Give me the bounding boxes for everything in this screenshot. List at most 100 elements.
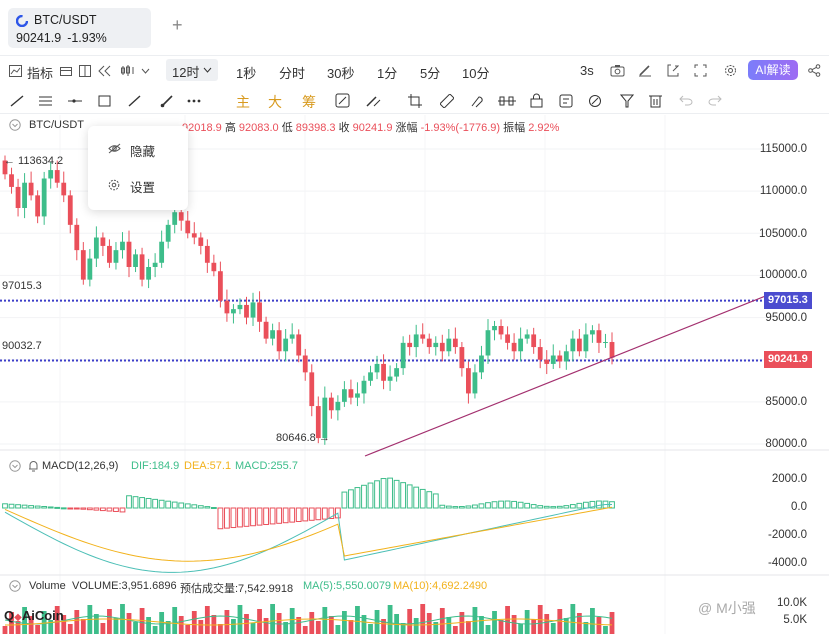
macd-bar [21, 504, 28, 509]
indicator-button[interactable]: 指标 [27, 66, 54, 81]
price-tick: 95000.0 [765, 312, 807, 324]
macd-bar [524, 502, 531, 509]
timeframe-30s[interactable]: 30秒 [327, 66, 355, 81]
candle-body [296, 334, 302, 356]
layout-icon[interactable] [79, 65, 91, 77]
close-label: 收 [338, 122, 350, 134]
candle-body [609, 342, 615, 358]
candle-body [466, 368, 471, 394]
more-icon[interactable] [187, 99, 201, 103]
volume-bar [387, 605, 393, 634]
macd-bar [2, 503, 8, 509]
macd-bar [413, 486, 420, 509]
candle-body [41, 178, 47, 217]
timeframe-selector[interactable]: 12时 [166, 59, 218, 81]
compare-icon[interactable] [335, 93, 350, 108]
link-icon[interactable] [588, 94, 602, 108]
refresh-interval[interactable]: 3s [580, 63, 594, 78]
edit-icon[interactable] [638, 64, 652, 77]
volume-bar [433, 622, 439, 634]
volume-bar [524, 610, 530, 634]
candle-body [107, 245, 112, 263]
rectangle-tool-icon[interactable] [98, 95, 111, 107]
ruler-icon[interactable] [440, 94, 454, 108]
crop-icon[interactable] [408, 94, 422, 108]
lock-icon[interactable] [530, 93, 543, 108]
chevron-down-icon[interactable] [141, 68, 150, 74]
trash-icon[interactable] [649, 93, 662, 108]
timeframe-10m[interactable]: 10分 [462, 66, 490, 81]
volume-bar [550, 623, 556, 634]
fullscreen-icon[interactable] [694, 64, 707, 77]
horizontal-ray-icon[interactable] [68, 95, 82, 107]
candle-body [387, 376, 393, 381]
volume-tick: 5.0K [783, 614, 807, 626]
redo-icon[interactable] [708, 94, 722, 106]
macd-bar [34, 505, 41, 509]
bell-icon[interactable] [28, 460, 39, 472]
volume-ma5: MA(5):5,550.0079 [303, 580, 392, 592]
ai-analysis-button[interactable]: AI解读 [748, 60, 798, 80]
collapse-icon[interactable] [9, 580, 21, 592]
macd-tick: -2000.0 [767, 529, 807, 541]
volume-bar [590, 608, 595, 634]
candle-body [492, 326, 497, 331]
filter-icon[interactable] [620, 94, 634, 108]
candle-body [22, 182, 27, 208]
candle-settings-icon[interactable] [498, 94, 516, 108]
volume-bar [185, 625, 191, 634]
macd-bar [302, 507, 309, 522]
macd-series [2, 477, 615, 573]
timeframe-line[interactable]: 分时 [279, 66, 306, 81]
alert-icon[interactable] [559, 94, 573, 108]
symbol-tab[interactable]: BTC/USDT 90241.9 -1.93% [8, 8, 151, 48]
brush-icon[interactable] [160, 94, 174, 108]
line-tool-icon[interactable] [10, 95, 24, 107]
candle-body [446, 338, 452, 352]
candle-body [472, 372, 478, 394]
gear-icon[interactable] [724, 64, 737, 77]
eraser-icon[interactable] [366, 94, 381, 108]
candle-body [61, 182, 67, 196]
timeframe-1m[interactable]: 1分 [377, 66, 398, 81]
volume-bar [165, 621, 171, 634]
candle-body [211, 262, 217, 272]
high-label: 高 [224, 122, 236, 134]
share-export-icon[interactable] [667, 64, 679, 77]
price-tick: 110000.0 [759, 185, 807, 197]
macd-bar [217, 507, 224, 530]
timeframe-1s[interactable]: 1秒 [236, 66, 257, 81]
candle-body [498, 326, 504, 335]
undo-icon[interactable] [679, 94, 693, 106]
indicator-icon[interactable] [9, 65, 22, 77]
collapse-icon[interactable] [9, 460, 21, 472]
horizontal-lines [0, 299, 768, 362]
volume-bar [231, 619, 236, 634]
main-force-button[interactable]: 主 [236, 94, 250, 110]
macd-bar [67, 507, 74, 510]
kline-chart[interactable] [0, 115, 829, 634]
camera-icon[interactable] [610, 64, 625, 77]
candle-body [413, 334, 419, 348]
add-tab-button[interactable]: + [172, 15, 183, 35]
macd-bar [289, 507, 296, 523]
replay-icon[interactable] [98, 65, 112, 77]
volume-bar [93, 614, 99, 634]
candle-body [244, 304, 249, 318]
chart-type-icon[interactable] [120, 64, 136, 77]
share-icon[interactable] [808, 64, 821, 77]
last-price-tag: 90241.9 [764, 351, 812, 368]
chip-button[interactable]: 筹 [302, 94, 316, 110]
volume-bar [302, 626, 308, 634]
settings-label: 设置 [130, 181, 156, 195]
trend-line-icon[interactable] [128, 95, 141, 107]
line-price-tag: 97015.3 [764, 292, 812, 309]
template-icon[interactable] [60, 65, 72, 77]
magnet-icon[interactable] [470, 94, 484, 108]
horizontal-lines-icon[interactable] [39, 95, 52, 107]
large-order-button[interactable]: 大 [268, 94, 282, 110]
candle-body [505, 334, 510, 343]
macd-bar [41, 506, 48, 509]
timeframe-5m[interactable]: 5分 [420, 66, 441, 81]
collapse-icon[interactable] [9, 119, 21, 131]
